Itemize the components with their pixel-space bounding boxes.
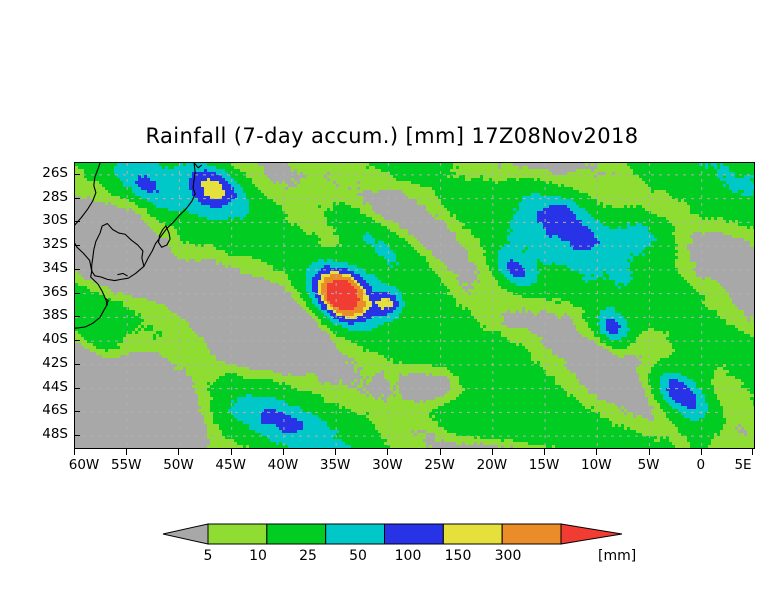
x-axis-tick-mark <box>335 449 337 455</box>
y-axis-tick-mark <box>74 316 80 318</box>
y-axis-tick-label: 36S <box>42 283 68 300</box>
colorbar-segment-low-extend <box>162 523 209 545</box>
coastline-path <box>117 272 128 277</box>
coastline-path <box>75 163 101 272</box>
x-axis-tick-mark <box>387 449 389 455</box>
y-axis-tick-label: 26S <box>42 164 68 181</box>
map-overlay <box>75 163 754 448</box>
x-axis-tick-label: 60W <box>68 457 100 473</box>
gridlines <box>75 163 754 448</box>
y-axis-tick-mark <box>74 340 80 342</box>
y-axis-tick-label: 40S <box>42 331 68 348</box>
colorbar-segment <box>501 523 562 545</box>
x-axis-tick-label: 50W <box>163 457 194 473</box>
coastline-paths <box>75 163 202 330</box>
colorbar-segment-high-extend <box>560 523 623 545</box>
y-axis-latitude-labels: 26S 28S 30S 32S 34S 36S 38S 40S 42S 44S 46S 48S <box>24 162 68 447</box>
x-axis-tick-mark <box>700 449 702 455</box>
x-axis-tick-mark <box>752 449 753 455</box>
x-axis-tick-mark <box>126 449 128 455</box>
y-axis-tick-label: 38S <box>42 307 68 324</box>
x-axis-tick-mark <box>230 449 232 455</box>
coastline-path <box>91 223 145 272</box>
y-axis-tick-label: 28S <box>42 188 68 205</box>
colorbar-swatches <box>162 523 623 545</box>
y-axis-tick-mark <box>74 197 80 199</box>
colorbar-segment <box>442 523 503 545</box>
y-axis-tick-label: 34S <box>42 259 68 276</box>
coastline-path <box>158 225 171 248</box>
x-axis-tick-label: 45W <box>215 457 246 473</box>
y-axis-tick-mark <box>74 268 80 270</box>
y-axis-tick-mark <box>74 173 80 175</box>
x-axis-tick-mark <box>439 449 441 455</box>
x-axis-tick-label: 40W <box>267 457 299 473</box>
y-axis-tick-mark <box>74 245 80 247</box>
x-axis-tick-mark <box>74 449 75 455</box>
colorbar-tick-label: 50 <box>349 548 367 564</box>
colorbar-tick-label: 25 <box>299 548 317 564</box>
colorbar-segment <box>266 523 327 545</box>
y-axis-tick-mark <box>74 292 80 294</box>
y-axis-tick-mark <box>74 435 80 437</box>
x-axis-tick-label: 10W <box>581 457 612 473</box>
colorbar-segment <box>384 523 444 545</box>
y-axis-tick-label: 48S <box>42 426 68 443</box>
y-axis-tick-mark <box>74 411 80 413</box>
page-title: Rainfall (7-day accum.) [mm] 17Z08Nov201… <box>145 124 639 148</box>
rainfall-raster <box>75 163 754 448</box>
coastline-path <box>193 163 202 169</box>
colorbar-tick-label: 100 <box>394 548 422 564</box>
colorbar-tick-label: 10 <box>249 548 267 564</box>
x-axis-tick-label: 35W <box>319 457 351 473</box>
y-axis-tick-mark <box>74 363 80 365</box>
x-axis-tick-mark <box>648 449 650 455</box>
colorbar-legend: [mm] 5 10 25 50 100 150 300 <box>150 518 650 568</box>
x-axis-tick-label: 0 <box>696 457 706 473</box>
x-axis-tick-label: 25W <box>424 457 455 473</box>
y-axis-tick-label: 30S <box>42 212 68 229</box>
y-axis-tick-label: 32S <box>42 236 68 253</box>
x-axis-tick-label: 20W <box>476 457 508 473</box>
y-axis-tick-label: 46S <box>42 402 68 419</box>
x-axis-tick-mark <box>491 449 493 455</box>
colorbar-segment <box>325 523 386 545</box>
y-axis-tick-label: 42S <box>42 354 68 371</box>
coastline-path <box>75 270 108 329</box>
x-axis-tick-label: 55W <box>110 457 142 473</box>
x-axis-tick-mark <box>178 449 180 455</box>
y-axis-tick-mark <box>74 221 80 223</box>
colorbar-tick-label: 300 <box>494 548 522 564</box>
y-axis-tick-mark <box>74 387 80 389</box>
x-axis-longitude-labels: 60W 55W 50W 45W 40W 35W 30W 25W 20W 15W 10W 5W 0 5E <box>69 449 753 479</box>
x-axis-tick-mark <box>544 449 546 455</box>
coastline-path <box>104 297 109 305</box>
coastline-path <box>143 163 196 267</box>
colorbar-tick-label: 150 <box>444 548 472 564</box>
x-axis-tick-mark <box>596 449 598 455</box>
coastline-path <box>91 265 145 282</box>
colorbar-unit-label: [mm] <box>598 548 637 564</box>
x-axis-tick-label: 5E <box>734 457 752 473</box>
map-plot-area <box>74 162 755 449</box>
colorbar-tick-label: 5 <box>203 548 213 564</box>
colorbar-segment <box>207 523 268 545</box>
x-axis-tick-label: 5W <box>637 457 660 473</box>
x-axis-tick-label: 15W <box>528 457 560 473</box>
x-axis-tick-mark <box>282 449 284 455</box>
x-axis-tick-label: 30W <box>372 457 403 473</box>
y-axis-tick-label: 44S <box>42 378 68 395</box>
